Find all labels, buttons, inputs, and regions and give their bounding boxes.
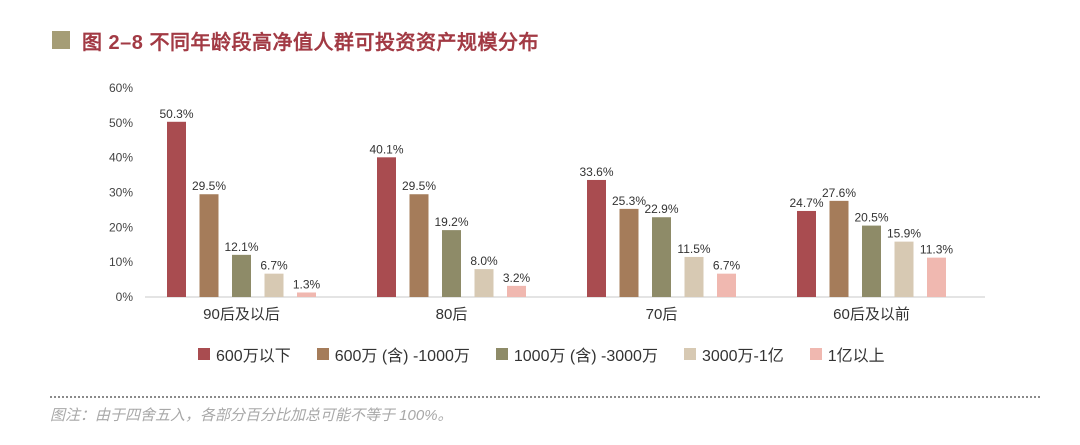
data-label: 11.5% xyxy=(677,242,710,256)
bar xyxy=(409,194,429,297)
chart-title: 图 2–8 不同年龄段高净值人群可投资资产规模分布 xyxy=(52,28,539,54)
data-label: 25.3% xyxy=(612,194,646,208)
y-tick-label: 0% xyxy=(116,290,134,304)
legend-label: 600万以下 xyxy=(216,348,291,365)
data-label: 22.9% xyxy=(644,202,678,216)
legend-item: 1亿以上 xyxy=(809,342,885,366)
y-tick-label: 10% xyxy=(109,255,133,269)
data-label: 8.0% xyxy=(470,254,498,268)
bar xyxy=(894,241,914,297)
x-category-label: 70后 xyxy=(646,306,678,323)
legend-item: 600万 (含) -1000万 xyxy=(316,342,470,366)
y-tick-label: 20% xyxy=(109,220,133,234)
data-label: 6.7% xyxy=(260,259,288,273)
legend-swatch xyxy=(198,348,210,360)
legend-swatch xyxy=(495,348,508,360)
data-label: 3.2% xyxy=(503,271,531,285)
bar xyxy=(684,256,704,297)
bar xyxy=(829,200,849,297)
bar xyxy=(264,273,284,297)
y-tick-label: 30% xyxy=(109,186,133,200)
data-label: 50.3% xyxy=(159,107,193,121)
bar-chart: 0%10%20%30%40%50%60%50.3%29.5%12.1%6.7%1… xyxy=(109,81,985,323)
legend-label: 600万 (含) -1000万 xyxy=(334,348,470,365)
y-tick-label: 60% xyxy=(109,81,133,95)
x-category-label: 90后及以后 xyxy=(203,306,280,323)
chart-legend: 600万以下 600万 (含) -1000万 1000万 (含) -3000万 300… xyxy=(198,342,911,366)
bar xyxy=(199,194,219,297)
legend-swatch xyxy=(316,348,329,360)
data-label: 29.5% xyxy=(192,179,226,193)
bar xyxy=(717,273,736,297)
legend-swatch xyxy=(809,348,822,360)
data-label: 15.9% xyxy=(887,227,921,241)
bar xyxy=(442,230,461,297)
footnote-divider xyxy=(50,396,1040,398)
data-label: 24.7% xyxy=(789,196,823,210)
legend-label: 3000万-1亿 xyxy=(701,348,784,365)
data-label: 11.3% xyxy=(920,243,953,257)
data-label: 20.5% xyxy=(854,211,888,225)
y-tick-label: 40% xyxy=(109,151,133,165)
legend-item: 600万以下 xyxy=(198,342,291,366)
bar xyxy=(167,121,186,297)
data-label: 1.3% xyxy=(293,277,321,291)
bar xyxy=(587,179,606,297)
bar xyxy=(507,285,526,297)
legend-label: 1000万 (含) -3000万 xyxy=(513,348,658,365)
data-label: 19.2% xyxy=(434,215,468,229)
data-label: 12.1% xyxy=(224,240,258,254)
data-label: 29.5% xyxy=(402,179,436,193)
data-label: 6.7% xyxy=(713,259,741,273)
bar xyxy=(619,208,639,297)
title-marker xyxy=(52,31,70,49)
bar xyxy=(652,217,671,297)
bar xyxy=(232,254,251,297)
legend-swatch xyxy=(683,348,696,360)
legend-label: 1亿以上 xyxy=(827,348,885,365)
data-label: 40.1% xyxy=(369,142,403,156)
bar xyxy=(474,269,494,297)
x-category-label: 60后及以前 xyxy=(833,306,910,323)
legend-item: 3000万-1亿 xyxy=(683,342,784,366)
bar xyxy=(377,157,396,297)
y-tick-label: 50% xyxy=(109,116,133,130)
bar xyxy=(927,257,946,297)
bar xyxy=(862,225,881,297)
legend-item: 1000万 (含) -3000万 xyxy=(495,342,658,366)
x-category-label: 80后 xyxy=(436,306,468,323)
bar xyxy=(297,292,316,297)
data-label: 27.6% xyxy=(822,186,856,200)
footnote: 图注：由于四舍五入，各部分百分比加总可能不等于 100%。 xyxy=(50,407,453,424)
data-label: 33.6% xyxy=(579,165,613,179)
bar xyxy=(797,210,816,297)
chart-title-text: 图 2–8 不同年龄段高净值人群可投资资产规模分布 xyxy=(82,31,539,54)
